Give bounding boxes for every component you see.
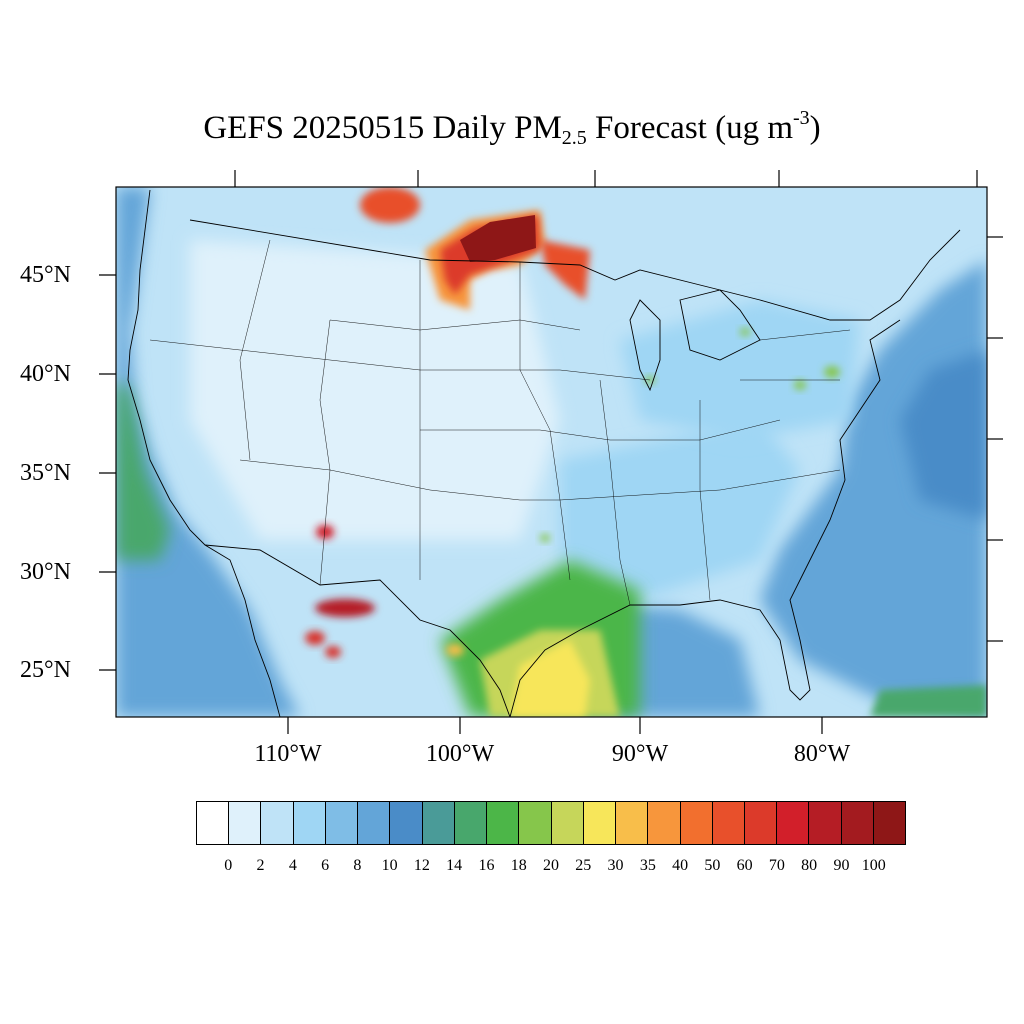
gulf-and-east-coastline (509, 319, 901, 717)
northeast-field (620, 300, 860, 440)
colorbar-label: 6 (321, 857, 330, 874)
atlantic-deep-field (900, 350, 987, 520)
colorbar-label: 10 (381, 857, 398, 874)
california-coast-field (116, 380, 170, 560)
colorbar-box (873, 802, 906, 844)
title-end: ) (809, 110, 821, 146)
colorbar-label: 20 (543, 857, 559, 874)
mid-atlantic-hotspot (794, 380, 806, 390)
arizona-fire-plume (316, 525, 334, 539)
caribbean-field (870, 685, 987, 717)
map-field (116, 187, 987, 717)
colorbar-label: 2 (256, 857, 265, 874)
lon-label-100w: 100°W (425, 741, 495, 767)
ontario-smoke-plume (540, 240, 590, 300)
colorbar-label: 35 (639, 857, 656, 874)
colorbar-label: 50 (704, 857, 721, 874)
state-line-wyoming (329, 319, 581, 331)
map-boundaries (127, 189, 961, 717)
colorbar-box (358, 802, 391, 844)
colorbar-box (197, 802, 230, 844)
mexico-hotspot (446, 644, 464, 656)
state-line-georgia (699, 400, 711, 601)
colorbar-box (293, 802, 326, 844)
title-main: GEFS 20250515 Daily PM (203, 110, 562, 146)
colorbar-box (841, 802, 874, 844)
map-frame (115, 186, 988, 718)
lon-label-110w: 110°W (254, 741, 322, 767)
texas-dust-core (510, 640, 590, 717)
colorbar-box (325, 802, 359, 844)
lat-label-35n: 35°N (20, 460, 71, 486)
colorbar-label: 25 (575, 857, 592, 874)
colorbar-label: 16 (478, 857, 495, 874)
smoke-plume-core (460, 215, 536, 262)
west-coastline (127, 189, 281, 717)
title-mid: Forecast (ug m (586, 110, 793, 146)
interior-west-field (190, 240, 560, 540)
lon-label-80w: 80°W (793, 741, 851, 767)
manitoba-smoke-plume (360, 187, 420, 223)
sinaloa-fire-plume (325, 646, 341, 658)
state-line-mississippi (599, 379, 631, 606)
houston-hotspot (540, 534, 550, 542)
colorbar-label: 80 (801, 857, 818, 874)
colorbar-box (809, 802, 842, 844)
colorbar-label: 0 (224, 857, 233, 874)
colorbar-label: 70 (768, 857, 785, 874)
colorbar-box (551, 802, 584, 844)
lat-label-40n: 40°N (20, 361, 71, 387)
colorbar-label: 100 (861, 857, 886, 874)
colorbar-label: 8 (353, 857, 362, 874)
chihuahua-fire-plume (315, 599, 375, 617)
colorbar-label: 12 (413, 857, 430, 874)
colorbar-box (519, 802, 552, 844)
colorbar-box (616, 802, 649, 844)
colorbar-box (229, 802, 262, 844)
great-lakes-hotspot (740, 328, 750, 336)
colorbar-label: 40 (672, 857, 689, 874)
colorbar-box (583, 802, 617, 844)
colorbar-label: 14 (446, 857, 463, 874)
colorbar (196, 801, 906, 845)
colorbar-label: 18 (510, 857, 527, 874)
us-mexico-border (204, 544, 511, 717)
state-line-kansas (420, 419, 781, 441)
colorbar-box (680, 802, 713, 844)
colorbar-label: 4 (288, 857, 297, 874)
colorbar-label: 60 (736, 857, 753, 874)
state-line-41n (149, 339, 651, 381)
map-title: GEFS 20250515 Daily PM2.5 Forecast (ug m… (0, 108, 1024, 148)
northeast-urban-hotspot (824, 366, 840, 378)
colorbar-label: 90 (833, 857, 850, 874)
colorbar-box (422, 802, 455, 844)
state-line-idaho (239, 239, 271, 461)
southeast-field (560, 420, 800, 600)
colorbar-box (261, 802, 294, 844)
colorbar-box (648, 802, 681, 844)
state-boundaries (149, 239, 851, 606)
state-line-northeast (740, 329, 851, 381)
state-line-plains (519, 262, 571, 581)
axis-ticks (99, 170, 1003, 734)
colorbar-box (712, 802, 745, 844)
title-subscript: 2.5 (561, 127, 587, 149)
colorbar-box (744, 802, 778, 844)
colorbar-box (777, 802, 810, 844)
colorbar-box (487, 802, 520, 844)
sonora-fire-plume (305, 631, 325, 645)
colorbar-box (390, 802, 423, 844)
colorbar-box (454, 802, 488, 844)
lon-label-90w: 90°W (611, 741, 669, 767)
state-line-arizona (319, 319, 331, 586)
colorbar-label: 30 (607, 857, 624, 874)
title-superscript: -3 (793, 107, 810, 129)
lat-label-25n: 25°N (20, 657, 71, 683)
lat-label-30n: 30°N (20, 559, 71, 585)
lat-label-45n: 45°N (20, 262, 71, 288)
pacific-ocean-field (116, 187, 300, 717)
